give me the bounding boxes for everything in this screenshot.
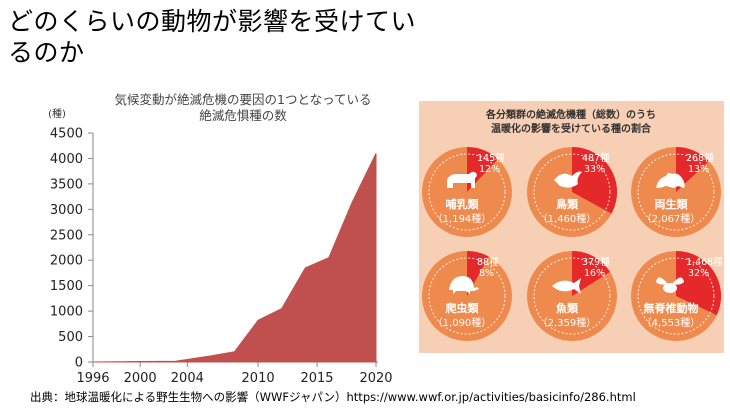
pie-group-name: 哺乳類 [446, 197, 480, 211]
x-tick-label: 1996 [76, 371, 109, 385]
chart-subtitle: 絶滅危惧種の数 [199, 108, 287, 123]
threatened-species-area [92, 153, 377, 363]
pie-group-name: 無脊椎動物 [644, 301, 699, 315]
x-tick-label: 2004 [171, 371, 204, 385]
pie-inner-ring [428, 257, 506, 335]
pie-group-name: 鳥類 [556, 197, 579, 211]
y-tick-label: 500 [58, 330, 83, 345]
pie-panel-title: 各分類群の絶滅危機種（総数）のうち [485, 108, 656, 121]
frog-icon [656, 172, 685, 188]
pie-affected-percent: 33% [584, 164, 605, 175]
bird-icon [554, 171, 582, 188]
pie-affected-count: 145種 [477, 153, 505, 164]
pie-affected-percent: 13% [688, 164, 709, 175]
fish-icon [552, 278, 581, 294]
y-tick-label: 1000 [50, 305, 83, 320]
y-tick-label: 2500 [50, 228, 83, 243]
pie-affected-percent: 32% [688, 268, 709, 279]
pie-affected-count: 88種 [477, 257, 499, 268]
bee-body [663, 283, 677, 293]
bee-wings [656, 277, 684, 285]
pie-group-total: （1,090種） [433, 316, 492, 329]
pie-affected-percent: 16% [584, 268, 605, 279]
slide-title: どのくらいの動物が影響を受けているのか [8, 7, 417, 67]
pie-affected-slice [572, 147, 617, 214]
pie-chart-panel: 各分類群の絶滅危機種（総数）のうち 温暖化の影響を受けている種の割合 哺乳類 （1… [419, 101, 724, 353]
y-tick-label: 0 [75, 356, 83, 371]
pie-group-name: 爬虫類 [446, 301, 480, 315]
y-tick-label: 3500 [50, 177, 83, 192]
y-tick-label: 3000 [50, 203, 83, 218]
pie-group-name: 両生類 [655, 197, 689, 211]
y-axis-unit-label: (種) [48, 107, 66, 120]
pie-group-total: （2,359種） [538, 316, 597, 329]
pie-group-total: （2,067種） [642, 212, 701, 225]
pie-inner-ring [533, 257, 611, 335]
pie-affected-percent: 8% [479, 268, 494, 279]
pie-affected-slice [676, 251, 722, 316]
pie-group-total: （1,460種） [538, 212, 597, 225]
y-tick-label: 4000 [50, 152, 83, 167]
pie-affected-count: 268種 [686, 153, 714, 164]
pie-affected-count: 487種 [582, 153, 610, 164]
pie-affected-count: 1,468種 [686, 257, 723, 268]
y-tick-label: 4500 [50, 127, 83, 142]
bear-icon [447, 171, 477, 188]
x-tick-label: 2010 [242, 371, 275, 385]
pie-inner-ring [428, 153, 506, 231]
extinction-area-chart: 気候変動が絶滅危機の要因の1つとなっている 絶滅危惧種の数 (種) 0 500 10… [48, 92, 392, 385]
pie-inner-ring [637, 153, 715, 231]
fish-body [552, 278, 581, 294]
bird-body [554, 171, 582, 188]
frog-body [656, 172, 685, 188]
pie-group-total: （4,553種） [642, 316, 701, 329]
x-tick-label: 2015 [300, 371, 333, 385]
x-tick-label: 2020 [359, 371, 392, 385]
pie-affected-count: 379種 [582, 257, 610, 268]
pie-affected-slice [572, 251, 610, 296]
bear-body [447, 171, 477, 188]
pie-affected-percent: 12% [479, 164, 500, 175]
pie-panel-subtitle: 温暖化の影響を受けている種の割合 [491, 122, 652, 135]
turtle-body [449, 276, 479, 294]
x-tick-label: 2000 [124, 371, 157, 385]
pie-affected-slice [676, 147, 709, 192]
pie-group-total: （1,194種） [433, 212, 492, 225]
pie-inner-ring [637, 257, 715, 335]
turtle-icon [449, 276, 479, 294]
pie-inner-ring [533, 153, 611, 231]
y-tick-label: 2000 [50, 254, 83, 269]
pie-group-name: 魚類 [556, 301, 579, 315]
bee-icon [656, 277, 684, 293]
source-citation: 出典：地球温暖化による野生生物への影響（WWFジャパン）https://www.… [30, 390, 636, 404]
chart-title: 気候変動が絶滅危機の要因の1つとなっている [115, 92, 372, 107]
y-tick-label: 1500 [50, 279, 83, 294]
